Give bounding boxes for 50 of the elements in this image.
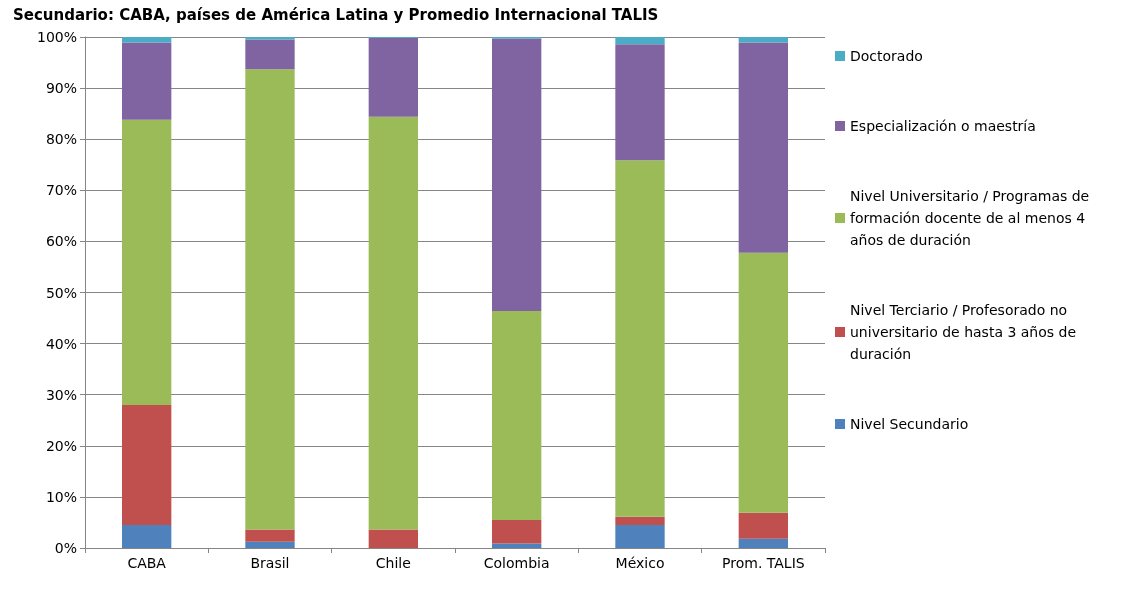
y-tick-label: 40% (45, 335, 77, 352)
bar (122, 525, 172, 548)
y-tick-label: 20% (45, 437, 77, 454)
bar (122, 404, 172, 526)
bar (492, 310, 542, 520)
y-tick-label: 80% (45, 131, 77, 148)
bar (245, 541, 295, 548)
x-tick-label: Chile (375, 555, 411, 571)
bar (122, 37, 172, 43)
legend-label: Especialización o maestría (850, 118, 1036, 134)
bar (492, 543, 542, 548)
y-tick-label: 90% (45, 80, 77, 97)
y-tick-label: 70% (45, 182, 77, 199)
bar (122, 42, 172, 120)
chart-title: Secundario: CABA, países de América Latina y Promedio Internacional TALIS (13, 5, 659, 24)
bar (738, 42, 788, 253)
legend-label: Nivel Secundario (850, 416, 969, 432)
y-tick-label: 30% (45, 386, 77, 403)
bar (615, 516, 665, 526)
x-tick-label: Colombia (483, 555, 550, 571)
y-tick-label: 100% (36, 29, 77, 45)
bar (245, 37, 295, 40)
y-tick-label: 60% (45, 233, 77, 250)
bar (245, 39, 295, 70)
bar (245, 69, 295, 530)
bar (738, 512, 788, 539)
bar (122, 119, 172, 405)
bar (615, 160, 665, 517)
x-tick-label: Brasil (250, 555, 290, 571)
bar (615, 525, 665, 548)
bar (738, 252, 788, 513)
legend-label: Doctorado (850, 48, 923, 64)
bar (492, 519, 542, 544)
bar (368, 38, 418, 117)
bar (615, 44, 665, 161)
y-tick-label: 50% (45, 284, 77, 301)
bar (615, 37, 665, 45)
x-tick-label: México (615, 555, 665, 571)
bar (368, 116, 418, 530)
bar (738, 538, 788, 548)
bar (368, 529, 418, 548)
legend-label: Nivel Terciario / Profesorado no universitario de hasta 3 años de duración (850, 302, 1081, 362)
y-tick-label: 0% (54, 540, 77, 556)
y-tick-label: 10% (45, 488, 77, 505)
x-tick-label: Prom. TALIS (722, 555, 805, 571)
legend-label: Nivel Universitario / Programas de formación docente de al menos 4 años de duración (850, 188, 1094, 248)
x-tick-label: CABA (127, 555, 167, 571)
bar (245, 529, 295, 542)
bar (492, 38, 542, 311)
bar (738, 37, 788, 43)
